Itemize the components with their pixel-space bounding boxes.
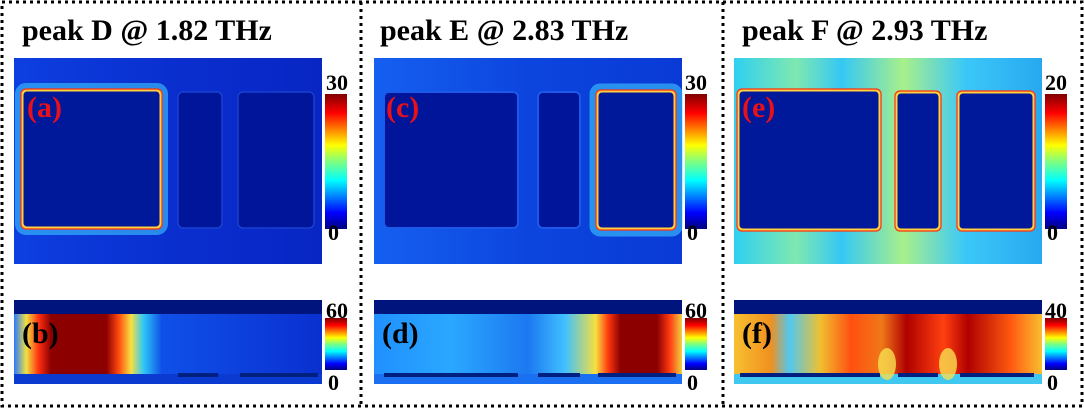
colorbar-max: 30: [326, 70, 348, 95]
colorbar-max: 60: [685, 298, 707, 323]
colorbar-top: 20 0: [1045, 70, 1067, 245]
colorbar-max: 20: [1045, 70, 1067, 95]
field-map-top: [14, 58, 322, 264]
colorbar-bottom: 60 0: [685, 298, 707, 395]
colorbar-top: 30 0: [325, 70, 348, 245]
column-title: peak F @ 2.93 THz: [742, 14, 987, 47]
colorbar-bottom: 60 0: [325, 298, 348, 395]
field-map-bottom: [14, 300, 322, 384]
colorbar-min: 0: [687, 370, 698, 395]
colorbar-min: 0: [1047, 220, 1058, 245]
panel-label: (f): [742, 317, 772, 350]
colorbar-min: 0: [328, 370, 339, 395]
column-peak-e: peak E @ 2.83 THz (c) 30 0 (d) 60: [374, 14, 707, 395]
column-title: peak E @ 2.83 THz: [380, 14, 628, 47]
colorbar-min: 0: [687, 220, 698, 245]
colorbar-min: 0: [328, 220, 339, 245]
panel-label: (a): [27, 91, 62, 124]
panel-label: (c): [386, 91, 419, 124]
colorbar-max: 30: [685, 70, 707, 95]
column-title: peak D @ 1.82 THz: [22, 14, 272, 47]
panel-label: (b): [22, 317, 59, 350]
field-map-bottom: [374, 300, 682, 384]
field-map-top: [374, 58, 683, 264]
colorbar-top: 30 0: [685, 70, 707, 245]
panel-label: (d): [382, 317, 419, 350]
field-map-bottom: [734, 300, 1042, 384]
colorbar-max: 40: [1045, 298, 1067, 323]
colorbar-min: 0: [1047, 370, 1058, 395]
column-peak-f: peak F @ 2.93 THz (e) 20 0 (f): [734, 14, 1067, 395]
field-map-top: [734, 58, 1042, 264]
colorbar-max: 60: [326, 298, 348, 323]
panel-label: (e): [742, 91, 775, 124]
column-peak-d: peak D @ 1.82 THz (a) 30 0 (b): [14, 14, 348, 395]
colorbar-bottom: 40 0: [1045, 298, 1067, 395]
